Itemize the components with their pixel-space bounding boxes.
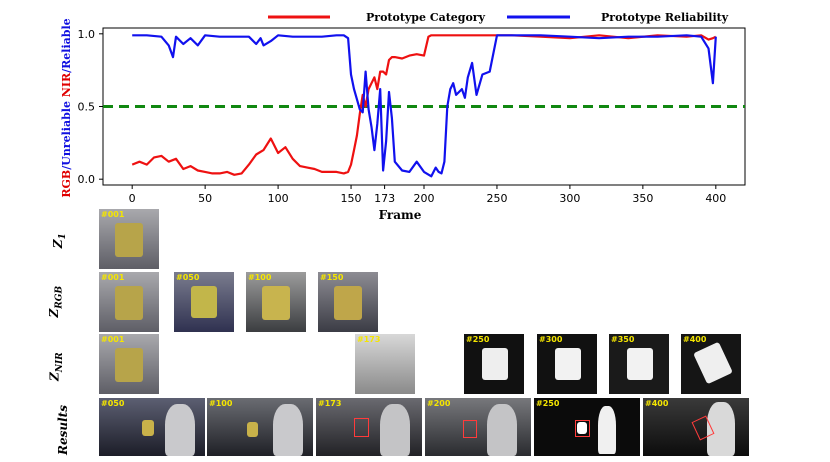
row-label-znir: ZNIR: [47, 352, 66, 382]
thumb-tag: #300: [539, 335, 563, 344]
series-line-category: [131, 34, 717, 176]
legend-label-reliability: Prototype Reliability: [601, 11, 729, 24]
thumb-zrgb-001: #001: [99, 272, 159, 332]
thumb-zrgb-050: #050: [174, 272, 234, 332]
x-tick-label: 400: [705, 192, 726, 205]
x-tick-label: 150: [341, 192, 362, 205]
thumb-tag: #100: [248, 273, 272, 282]
y-tick-label: 1.0: [78, 28, 96, 41]
thumb-znir-250: #250: [464, 334, 524, 394]
thumb-tag: #173: [318, 399, 342, 408]
y-axis-label-part: /Reliable: [60, 18, 73, 73]
thumb-result-173: #173: [316, 398, 422, 456]
thumb-tag: #001: [101, 335, 125, 344]
legend: Prototype Category Prototype Reliability: [268, 11, 729, 24]
thumb-tag: #001: [101, 273, 125, 282]
x-tick-label: 300: [559, 192, 580, 205]
y-axis-label-part: RGB: [60, 170, 73, 198]
thumb-tag: #200: [427, 399, 451, 408]
thumb-result-200: #200: [425, 398, 531, 456]
x-axis-label: Frame: [379, 208, 422, 220]
thumb-tag: #100: [209, 399, 233, 408]
thumb-znir-300: #300: [537, 334, 597, 394]
thumb-znir-173: #173: [355, 334, 415, 394]
thumb-znir-001: #001: [99, 334, 159, 394]
thumb-tag: #173: [357, 335, 381, 344]
thumb-result-050: #050: [99, 398, 205, 456]
y-axis-label-part: NIR: [60, 72, 73, 97]
legend-label-category: Prototype Category: [366, 11, 486, 24]
series-line-reliability: [132, 34, 717, 178]
thumb-tag: #150: [320, 273, 344, 282]
row-label-zrgb: ZRGB: [47, 285, 65, 318]
y-axis-label-part: /Unreliable: [60, 97, 73, 170]
axes: 0 50 100 150 173 200 250 300 350 400 0.0 0.5 1.0: [78, 28, 727, 205]
row-label-z1-sub: 1: [58, 233, 69, 240]
thumb-tag: #001: [101, 210, 125, 219]
y-tick-label: 0.0: [78, 173, 96, 186]
series-lines: [131, 34, 717, 178]
thumb-result-400: #400: [643, 398, 749, 456]
thumb-z1-001: #001: [99, 209, 159, 269]
thumb-result-100: #100: [207, 398, 313, 456]
thumb-znir-350: #350: [609, 334, 669, 394]
x-tick-label: 250: [486, 192, 507, 205]
thumb-znir-400: #400: [681, 334, 741, 394]
thumb-result-250: #250: [534, 398, 640, 456]
x-tick-label: 0: [129, 192, 136, 205]
thumb-tag: #050: [176, 273, 200, 282]
thumb-tag: #400: [683, 335, 707, 344]
x-tick-label: 100: [268, 192, 289, 205]
thumb-tag: #350: [611, 335, 635, 344]
row-label-results: Results: [55, 405, 70, 455]
thumb-tag: #250: [466, 335, 490, 344]
thumb-zrgb-150: #150: [318, 272, 378, 332]
thumb-tag: #050: [101, 399, 125, 408]
x-tick-label: 350: [632, 192, 653, 205]
x-tick-label: 200: [414, 192, 435, 205]
y-axis-label: RGB/Unreliable NIR/Reliable: [60, 18, 73, 197]
x-tick-label: 50: [198, 192, 212, 205]
thumb-zrgb-100: #100: [246, 272, 306, 332]
x-tick-label: 173: [374, 192, 395, 205]
row-label-z1: Z1: [50, 233, 69, 249]
thumb-tag: #250: [536, 399, 560, 408]
chart-svg: Prototype Category Prototype Reliability…: [60, 11, 746, 220]
y-tick-label: 0.5: [78, 101, 96, 114]
thumb-tag: #400: [645, 399, 669, 408]
